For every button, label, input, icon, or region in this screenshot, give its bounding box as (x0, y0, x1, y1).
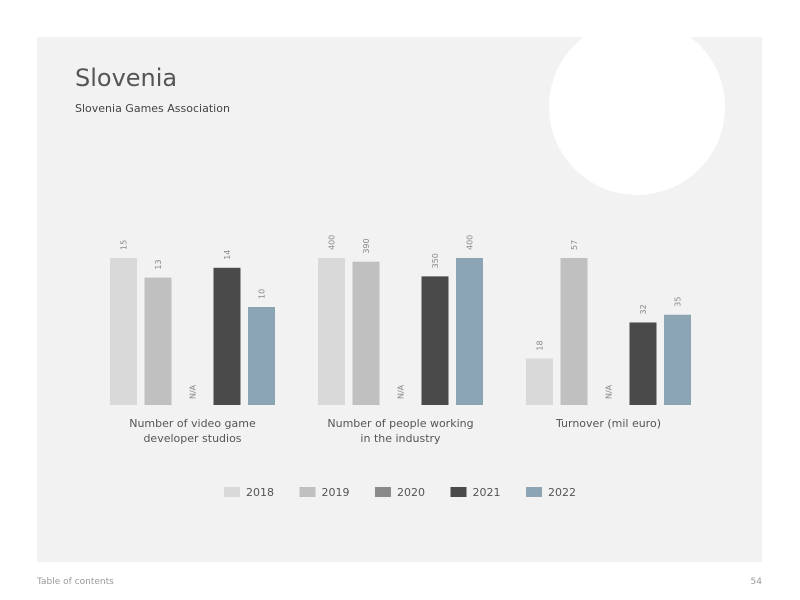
value-label: N/A (605, 384, 614, 399)
value-label: N/A (189, 384, 198, 399)
chart-caption: Number of video game developer studios (129, 417, 256, 445)
bar (629, 322, 657, 405)
value-label: 15 (120, 240, 129, 250)
bar (110, 258, 137, 405)
value-label: N/A (397, 384, 406, 399)
value-label: 400 (328, 235, 337, 250)
value-label: 400 (466, 235, 475, 250)
page-number: 54 (751, 577, 763, 587)
bar (248, 307, 275, 405)
bar (456, 258, 483, 405)
bar (144, 277, 172, 405)
value-label: 57 (570, 240, 579, 250)
value-label: 35 (674, 297, 683, 307)
legend-label: 2020 (397, 486, 425, 499)
bar (352, 261, 380, 405)
toc-link[interactable]: Table of contents (36, 577, 114, 587)
legend-label: 2022 (548, 486, 576, 499)
legend-label: 2019 (322, 486, 350, 499)
value-label: 32 (639, 304, 648, 314)
legend-label: 2018 (246, 486, 274, 499)
value-label: 350 (431, 253, 440, 268)
chart-caption: Turnover (mil euro) (555, 417, 661, 430)
title: Slovenia (75, 64, 177, 92)
value-label: 390 (362, 238, 371, 253)
bar (664, 314, 691, 405)
value-label: 18 (536, 340, 545, 350)
legend-swatch (450, 487, 467, 497)
legend-swatch (526, 487, 542, 497)
bar (560, 258, 588, 405)
value-label: 10 (258, 289, 267, 299)
subtitle: Slovenia Games Association (75, 102, 230, 115)
bar (421, 276, 449, 405)
value-label: 14 (223, 250, 232, 260)
chart-caption: Number of people working in the industry (327, 417, 474, 445)
bar (526, 358, 553, 405)
decor-circle (549, 19, 725, 195)
legend-label: 2021 (473, 486, 501, 499)
legend-swatch (299, 487, 316, 497)
legend-swatch (375, 487, 391, 497)
bar (213, 267, 241, 405)
bar (318, 258, 345, 405)
value-label: 13 (154, 259, 163, 269)
legend-swatch (224, 487, 240, 497)
